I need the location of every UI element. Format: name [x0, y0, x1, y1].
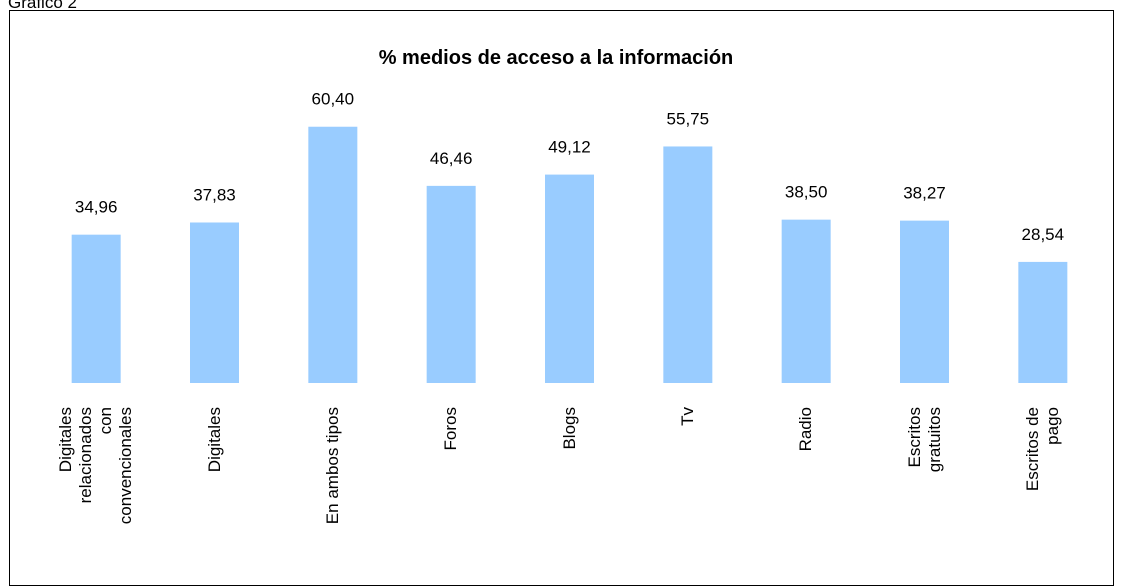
x-tick-label: Escritos gratuitos: [866, 403, 984, 583]
bar: [663, 146, 713, 383]
x-tick-label-text: Blogs: [559, 407, 579, 450]
x-tick-label: Digitales relacionados con convencionale…: [37, 403, 155, 583]
x-tick-label: Escritos de pago: [984, 403, 1102, 583]
bar: [308, 126, 358, 383]
x-tick-label-text: Escritos gratuitos: [904, 407, 944, 473]
value-label: 55,75: [667, 109, 710, 128]
x-tick-label-text: Radio: [796, 407, 816, 452]
x-tick-label: Foros: [392, 403, 510, 583]
value-label: 38,27: [903, 184, 946, 203]
value-label: 34,96: [75, 198, 118, 217]
x-tick-label-text: En ambos tipos: [322, 407, 342, 525]
bar: [71, 234, 121, 383]
bar: [1018, 261, 1068, 383]
x-tick-label: Digitales: [156, 403, 274, 583]
value-label: 49,12: [548, 138, 591, 157]
x-tick-label-text: Tv: [677, 407, 697, 426]
x-tick-label: Radio: [747, 403, 865, 583]
x-tick-label-text: Foros: [441, 407, 461, 451]
x-tick-label-text: Digitales relacionados con convencionale…: [56, 407, 136, 525]
x-tick-label-text: Digitales: [204, 407, 224, 473]
bar: [900, 220, 949, 383]
value-label: 38,50: [785, 183, 828, 202]
value-label: 37,83: [193, 185, 236, 204]
caption: Gráfico 2: [8, 0, 77, 12]
bar: [781, 219, 831, 383]
value-label: 46,46: [430, 149, 473, 168]
x-tick-label-text: Escritos de pago: [1022, 407, 1062, 492]
x-tick-label: En ambos tipos: [274, 403, 392, 583]
x-tick-label: Tv: [629, 403, 747, 583]
value-label: 28,54: [1022, 225, 1065, 244]
chart-title: % medios de acceso a la información: [379, 47, 734, 69]
bar: [426, 185, 476, 383]
value-label: 60,40: [312, 90, 355, 109]
x-tick-label: Blogs: [511, 403, 629, 583]
bar: [190, 222, 239, 383]
bar: [545, 174, 594, 383]
